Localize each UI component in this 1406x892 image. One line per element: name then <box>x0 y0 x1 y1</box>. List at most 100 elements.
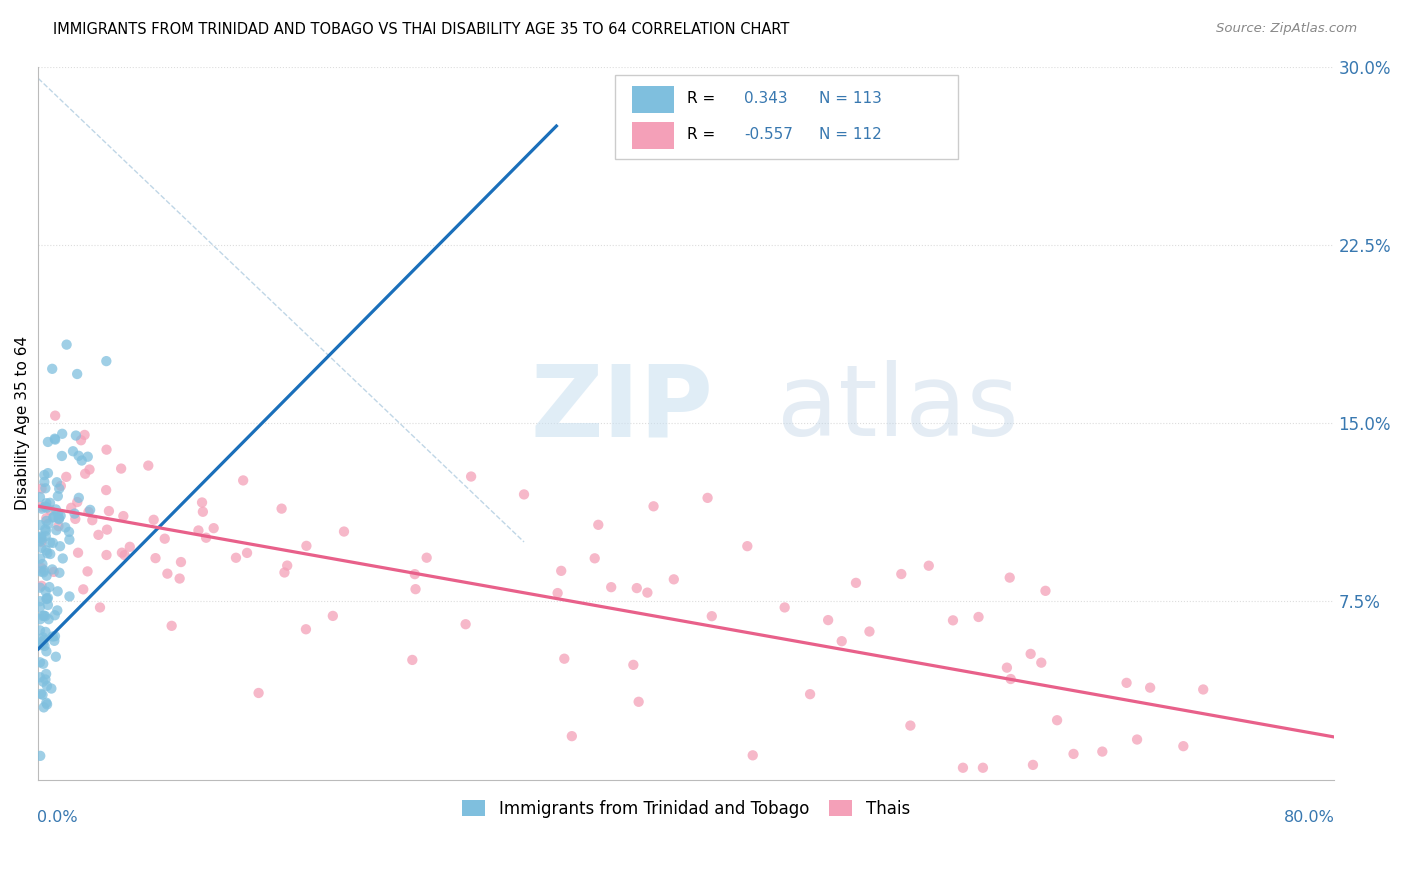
Point <box>28 534 51 549</box>
Point <box>1046 713 1069 727</box>
Point <box>34 522 56 536</box>
Point <box>49 479 72 493</box>
Point <box>44 432 66 446</box>
Point <box>37 591 59 605</box>
Point <box>547 586 569 600</box>
Point <box>35 500 58 515</box>
Point <box>41 361 63 376</box>
Point <box>236 546 259 560</box>
Point <box>30 529 52 543</box>
Point <box>998 571 1021 585</box>
Point <box>30 551 52 566</box>
Point <box>460 469 482 483</box>
Point <box>35 696 58 710</box>
Y-axis label: Disability Age 35 to 64: Disability Age 35 to 64 <box>15 336 30 510</box>
Point <box>34 639 56 653</box>
Point <box>1019 647 1042 661</box>
Point <box>942 613 965 627</box>
Point <box>741 748 763 763</box>
Point <box>31 557 53 571</box>
Point <box>621 657 644 672</box>
Point <box>63 507 86 521</box>
Point <box>588 517 610 532</box>
Point <box>96 548 118 562</box>
Point <box>46 489 69 503</box>
Point <box>48 566 70 580</box>
Point <box>600 580 623 594</box>
Point <box>1091 745 1114 759</box>
Point <box>1022 758 1045 772</box>
Point <box>952 761 974 775</box>
Point <box>247 686 270 700</box>
Point <box>53 520 76 534</box>
Point <box>62 444 84 458</box>
Text: 0.0%: 0.0% <box>37 810 77 824</box>
Point <box>270 501 292 516</box>
Point <box>31 609 53 624</box>
Point <box>32 700 55 714</box>
Point <box>35 511 58 525</box>
Point <box>845 575 868 590</box>
Point <box>225 550 247 565</box>
Point <box>32 631 55 645</box>
Point <box>45 523 67 537</box>
Point <box>37 466 59 480</box>
Point <box>46 603 69 617</box>
Text: -0.557: -0.557 <box>744 127 793 142</box>
Point <box>404 567 426 582</box>
Point <box>32 674 55 689</box>
Point <box>28 624 51 638</box>
Point <box>35 591 58 606</box>
Point <box>34 609 56 624</box>
Point <box>42 509 65 524</box>
Point <box>145 551 167 566</box>
Point <box>31 579 53 593</box>
Point <box>322 608 344 623</box>
Point <box>111 546 134 560</box>
Point <box>97 504 120 518</box>
Point <box>454 617 477 632</box>
Point <box>58 524 80 539</box>
Point <box>66 367 89 381</box>
Point <box>39 535 62 549</box>
Point <box>170 555 193 569</box>
Point <box>87 528 110 542</box>
Point <box>35 644 58 658</box>
Point <box>31 561 53 575</box>
Text: N = 112: N = 112 <box>820 127 882 142</box>
Point <box>28 594 51 608</box>
Point <box>30 687 52 701</box>
Point <box>70 453 93 467</box>
Point <box>49 508 72 523</box>
Point <box>96 523 118 537</box>
Point <box>295 622 318 636</box>
Point <box>626 581 648 595</box>
Point <box>32 566 55 580</box>
Point <box>65 428 87 442</box>
Point <box>191 505 214 519</box>
Point <box>636 585 658 599</box>
Point <box>34 584 56 599</box>
Point <box>627 695 650 709</box>
Point <box>858 624 880 639</box>
Point <box>37 434 59 449</box>
Point <box>831 634 853 648</box>
Point <box>995 660 1018 674</box>
Point <box>34 673 56 687</box>
Point <box>39 547 62 561</box>
Point <box>35 529 58 543</box>
Point <box>51 426 73 441</box>
Text: R =: R = <box>688 127 720 142</box>
Point <box>75 467 97 481</box>
Point <box>1000 672 1022 686</box>
Point <box>37 598 59 612</box>
Point <box>96 442 118 457</box>
Text: atlas: atlas <box>776 360 1018 458</box>
Point <box>45 649 67 664</box>
Point <box>55 337 77 351</box>
Point <box>82 513 104 527</box>
Point <box>160 619 183 633</box>
Text: IMMIGRANTS FROM TRINIDAD AND TOBAGO VS THAI DISABILITY AGE 35 TO 64 CORRELATION : IMMIGRANTS FROM TRINIDAD AND TOBAGO VS T… <box>53 22 790 37</box>
Point <box>45 475 67 490</box>
Point <box>32 632 55 647</box>
